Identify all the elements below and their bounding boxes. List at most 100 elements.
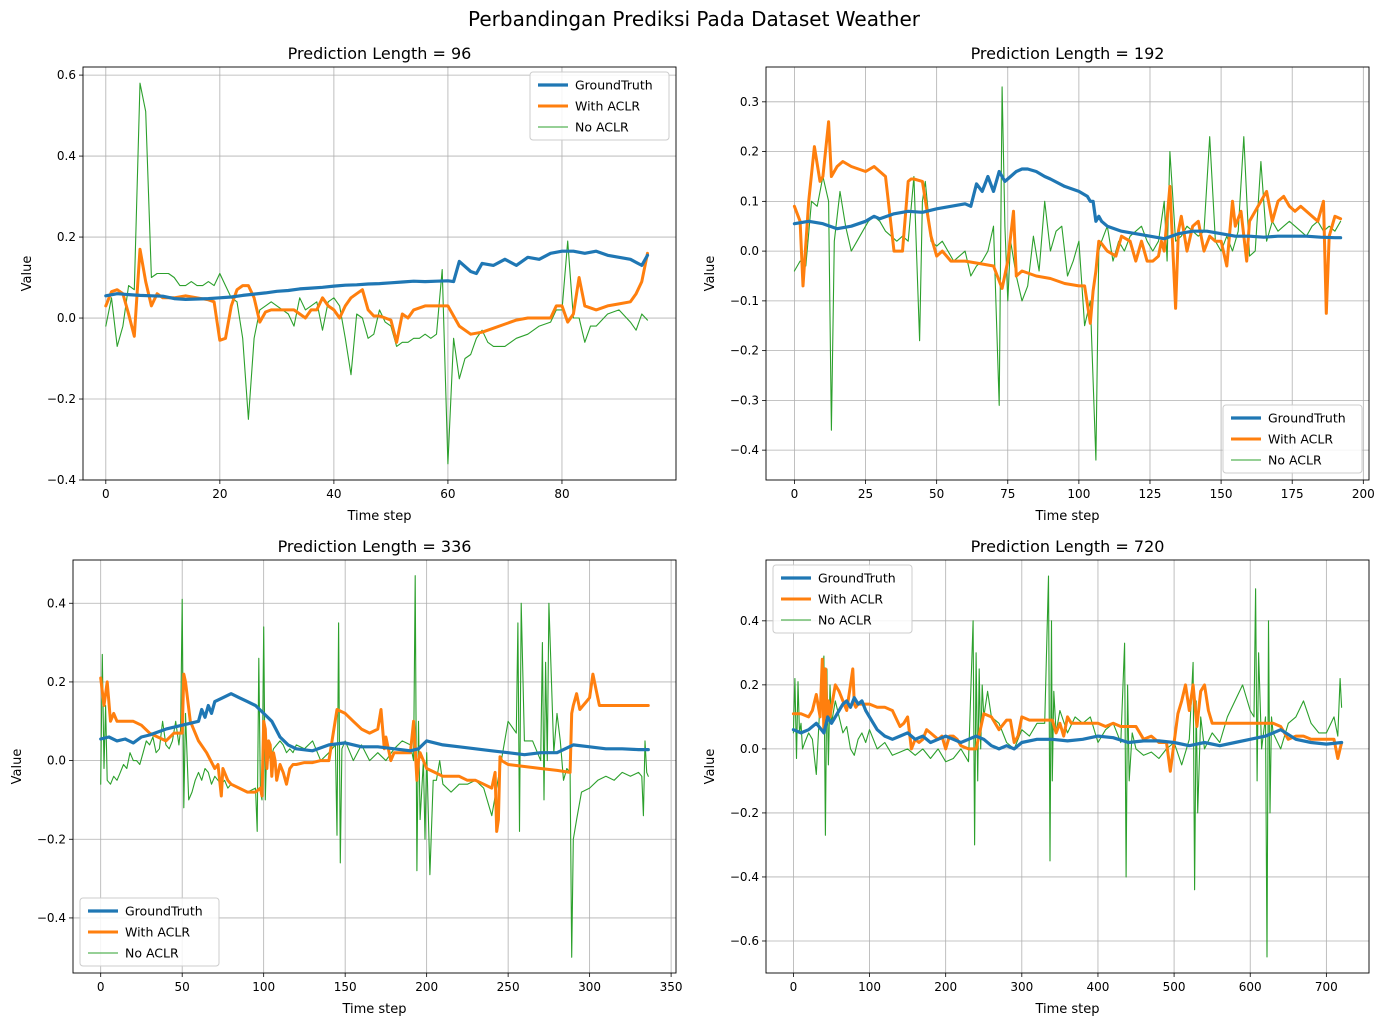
series-line-with-aclr (792, 120, 1343, 325)
subplots: 0 20 40 60 80 −0.4 −0.2 0.0 0.2 0.4 0.6 Prediction … (10, 44, 1375, 1017)
x-tick-label: 100 (1067, 487, 1090, 501)
x-tick-label: 60 (440, 487, 455, 501)
x-tick-label: 100 (858, 980, 881, 994)
x-axis-label: Time step (1034, 1002, 1099, 1017)
y-tick-label: 0.2 (47, 675, 66, 689)
series-line-no-aclr (793, 86, 1342, 461)
y-tick-label: −0.2 (37, 832, 66, 846)
y-tick-label: −0.2 (730, 344, 759, 358)
legend-label: With ACLR (575, 99, 640, 114)
legend: GroundTruth With ACLR No ACLR (529, 71, 670, 141)
subplot-title: Prediction Length = 336 (278, 537, 472, 556)
y-tick-label: −0.3 (730, 393, 759, 407)
series-line-with-aclr (99, 672, 650, 833)
x-axis-label: Time step (1034, 509, 1099, 524)
y-tick-label: 0.4 (57, 149, 76, 163)
legend-box (79, 897, 220, 967)
x-tick-label: 300 (578, 980, 601, 994)
plot-area (792, 86, 1343, 461)
axes-frame (82, 66, 677, 481)
x-tick-label: 50 (929, 487, 944, 501)
legend: GroundTruth With ACLR No ACLR (79, 897, 220, 967)
x-tick-label: 600 (1239, 980, 1262, 994)
axes-frame (765, 559, 1370, 974)
y-tick-label: −0.4 (37, 911, 66, 925)
y-axis-label: Value (703, 749, 718, 785)
y-tick-label: −0.1 (730, 294, 759, 308)
subplot-1: 0 20 40 60 80 −0.4 −0.2 0.0 0.2 0.4 0.6 Prediction … (20, 44, 677, 524)
plot-area (104, 82, 650, 465)
subplot-title: Prediction Length = 96 (288, 44, 472, 63)
legend-box (1222, 404, 1363, 474)
plot-area (791, 575, 1344, 958)
y-tick-label: 0.6 (57, 68, 76, 82)
y-tick-label: −0.4 (730, 443, 759, 457)
subplot-title: Prediction Length = 720 (971, 537, 1165, 556)
x-tick-label: 400 (1087, 980, 1110, 994)
legend-label: GroundTruth (818, 571, 896, 586)
series-line-groundtruth (791, 696, 1344, 751)
legend: GroundTruth With ACLR No ACLR (1222, 404, 1363, 474)
x-tick-label: 700 (1315, 980, 1338, 994)
legend-label: No ACLR (818, 613, 872, 628)
x-tick-label: 300 (1010, 980, 1033, 994)
y-tick-label: −0.2 (47, 392, 76, 406)
y-tick-label: 0.2 (57, 230, 76, 244)
x-tick-label: 200 (415, 980, 438, 994)
x-tick-label: 200 (1352, 487, 1375, 501)
x-tick-label: 0 (97, 980, 105, 994)
legend-box (529, 71, 670, 141)
series-line-groundtruth (99, 692, 650, 757)
x-tick-label: 150 (334, 980, 357, 994)
x-tick-label: 0 (790, 980, 798, 994)
x-tick-label: 25 (858, 487, 873, 501)
x-tick-label: 200 (934, 980, 957, 994)
y-tick-label: 0.1 (740, 194, 759, 208)
x-tick-label: 350 (660, 980, 683, 994)
legend-label: No ACLR (1268, 453, 1322, 468)
y-axis-label: Value (703, 256, 718, 292)
y-tick-label: 0.4 (740, 614, 759, 628)
x-tick-label: 100 (252, 980, 275, 994)
y-tick-label: −0.4 (730, 870, 759, 884)
x-tick-label: 75 (1000, 487, 1015, 501)
y-tick-label: 0.2 (740, 145, 759, 159)
y-tick-label: 0.0 (740, 742, 759, 756)
series-line-groundtruth (792, 167, 1343, 241)
x-tick-label: 150 (1210, 487, 1233, 501)
series-line-with-aclr (104, 247, 649, 344)
subplot-4: 0 100 200 300 400 500 600 700 −0.6 −0.4 −0.2 0.0 0.2… (703, 537, 1370, 1017)
x-tick-label: 0 (791, 487, 799, 501)
x-axis-label: Time step (341, 1002, 406, 1017)
y-tick-label: 0.0 (47, 754, 66, 768)
x-tick-label: 250 (497, 980, 520, 994)
axes-frame (765, 66, 1370, 481)
series-line-with-aclr (791, 657, 1344, 773)
y-axis-label: Value (20, 256, 35, 292)
y-tick-label: 0.0 (740, 244, 759, 258)
y-tick-label: −0.6 (730, 934, 759, 948)
legend-label: With ACLR (1268, 432, 1333, 447)
x-axis-label: Time step (346, 509, 411, 524)
x-tick-label: 40 (326, 487, 341, 501)
subplot-3: 0 50 100 150 200 250 300 350 −0.4 −0.2 0.0 0.2 0.4 Pr… (10, 537, 683, 1017)
legend-label: No ACLR (125, 946, 179, 961)
legend-label: With ACLR (818, 592, 883, 607)
x-tick-label: 175 (1281, 487, 1304, 501)
legend-label: GroundTruth (575, 78, 653, 93)
axes-frame (72, 559, 677, 974)
x-tick-label: 0 (102, 487, 110, 501)
y-axis-label: Value (10, 749, 25, 785)
y-tick-label: 0.3 (740, 95, 759, 109)
y-tick-label: 0.0 (57, 311, 76, 325)
subplot-2: 0 25 50 75 100 125 150 175 200 −0.4 −0.3 −0.2 −0.1 0.… (703, 44, 1375, 524)
legend: GroundTruth With ACLR No ACLR (772, 564, 913, 634)
legend-label: GroundTruth (1268, 411, 1346, 426)
y-tick-label: −0.4 (47, 473, 76, 487)
x-tick-label: 125 (1139, 487, 1162, 501)
y-tick-label: 0.2 (740, 678, 759, 692)
y-tick-label: 0.4 (47, 596, 66, 610)
x-tick-label: 80 (554, 487, 569, 501)
legend-label: With ACLR (125, 925, 190, 940)
series-line-no-aclr (105, 82, 649, 465)
